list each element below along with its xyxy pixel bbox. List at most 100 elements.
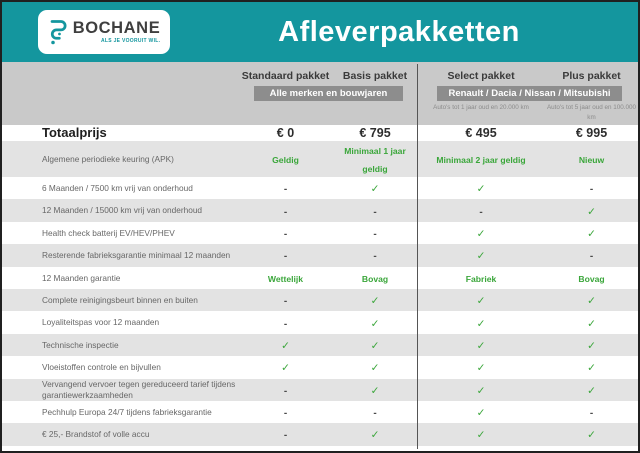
dash-icon: - [283,251,288,263]
row-label: Technische inspectie [2,340,238,351]
feature-cell: ✓ [417,358,545,376]
feature-value-text: Wettelijk [267,273,304,284]
feature-row: Technische inspectie ✓ ✓ ✓ ✓ [2,333,638,357]
dash-icon: - [373,251,377,263]
feature-rows: Algemene periodieke keuring (APK) Geldig M… [2,141,638,446]
check-icon: ✓ [476,183,486,196]
feature-row: € 25,- Brandstof of volle accu - ✓ ✓ ✓ [2,423,638,446]
feature-cell: ✓ [417,179,545,197]
row-label: Vloeistoffen controle en bijvullen [2,362,238,373]
feature-cell: - [238,425,333,443]
header-bar: BOCHANE ALS JE VOORUIT WIL. Afleverpakke… [2,2,638,62]
feature-cell: Geldig [238,150,333,168]
feature-value-text: Fabriek [465,273,497,284]
feature-cell: ✓ [333,381,417,399]
feature-cell: ✓ [333,314,417,332]
check-icon: ✓ [476,339,486,352]
logo-tagline: ALS JE VOORUIT WIL. [100,38,161,44]
check-icon: ✓ [476,362,486,375]
feature-value-text: Minimaal 2 jaar geldig [436,155,526,165]
feature-row: 12 Maanden / 15000 km vrij van onderhoud… [2,199,638,222]
dash-icon: - [283,385,288,397]
feature-cell: ✓ [545,291,638,309]
check-icon: ✓ [281,362,290,375]
feature-cell: ✓ [417,403,545,421]
check-icon: ✓ [587,429,596,442]
check-icon: ✓ [370,362,380,375]
row-label-text: Vervangend vervoer tegen gereduceerd tar… [42,379,236,400]
check-icon: ✓ [476,250,486,263]
feature-cell: Minimaal 1 jaar geldig [333,141,417,177]
feature-cell: ✓ [333,425,417,443]
total-price-row: Totaalprijs € 0 € 795 € 495 € 995 [2,125,638,140]
feature-row: Vloeistoffen controle en bijvullen ✓ ✓ ✓ ✓ [2,356,638,379]
header-body-gap [2,125,638,141]
banner-row: Alle merken en bouwjaren Renault / Dacia… [2,86,638,101]
row-label: 6 Maanden / 7500 km vrij van onderhoud [2,183,238,194]
feature-cell: - [333,202,417,220]
logo-text: BOCHANE ALS JE VOORUIT WIL. [73,20,161,45]
feature-cell: - [238,246,333,264]
dash-icon: - [283,184,288,196]
feature-row: Health check batterij EV/HEV/PHEV - - ✓ ✓ [2,221,638,245]
subnote-select: Auto's tot 1 jaar oud en 20.000 km [433,104,529,111]
row-label-text: € 25,- Brandstof of volle accu [42,429,150,440]
feature-row: 12 Maanden garantie Wettelijk Bovag Fabriek… [2,266,638,289]
feature-row: Pechhulp Europa 24/7 tijdens fabrieksgar… [2,400,638,424]
col-select-pakket: Select pakket [447,70,515,82]
feature-cell: ✓ [333,291,417,309]
page-title: Afleverpakketten [278,15,520,48]
price-plus: € 995 [575,125,608,140]
feature-value-text: Minimaal 1 jaar geldig [344,146,406,174]
check-icon: ✓ [476,384,486,397]
feature-cell: - [333,224,417,242]
feature-cell: - [545,179,638,197]
check-icon: ✓ [370,295,380,308]
row-label: Loyaliteitspas voor 12 maanden [2,317,238,328]
check-icon: ✓ [370,317,380,330]
dash-icon: - [283,318,288,330]
feature-cell: Bovag [333,269,417,287]
check-icon: ✓ [476,429,486,442]
check-icon: ✓ [476,407,486,420]
feature-cell: ✓ [417,425,545,443]
row-label-text: Technische inspectie [42,339,119,350]
check-icon: ✓ [370,429,380,442]
feature-cell: Minimaal 2 jaar geldig [417,150,545,168]
col-standaard-pakket: Standaard pakket [241,70,330,82]
price-standaard: € 0 [276,125,295,140]
check-icon: ✓ [587,227,596,240]
feature-cell: Fabriek [417,269,545,287]
row-label-text: 6 Maanden / 7500 km vrij van onderhoud [42,182,193,193]
check-icon: ✓ [587,205,596,218]
feature-cell: ✓ [545,202,638,220]
feature-cell: ✓ [545,224,638,242]
col-basis-pakket: Basis pakket [342,70,408,82]
row-label: Complete reinigingsbeurt binnen en buite… [2,295,238,306]
dash-icon: - [373,206,377,218]
feature-cell: ✓ [545,336,638,354]
feature-cell: ✓ [417,336,545,354]
feature-value-text: Bovag [578,273,605,284]
dash-icon: - [283,228,288,240]
feature-cell: - [238,291,333,309]
row-label-text: Pechhulp Europa 24/7 tijdens fabrieksgar… [42,406,212,417]
feature-cell: ✓ [238,358,333,376]
feature-row: Resterende fabrieksgarantie minimaal 12 … [2,244,638,267]
row-label: Health check batterij EV/HEV/PHEV [2,228,238,239]
check-icon: ✓ [370,384,380,397]
feature-cell: ✓ [333,358,417,376]
feature-cell: ✓ [545,425,638,443]
feature-cell: - [238,381,333,399]
package-title-row: Standaard pakket Basis pakket Select pak… [2,69,638,84]
feature-cell: ✓ [417,314,545,332]
feature-cell: ✓ [333,336,417,354]
feature-cell: Bovag [545,269,638,287]
price-basis: € 795 [359,125,391,140]
total-price-label: Totaalprijs [42,125,107,140]
feature-row: Loyaliteitspas voor 12 maanden - ✓ ✓ ✓ [2,311,638,334]
feature-cell: ✓ [545,314,638,332]
feature-row: 6 Maanden / 7500 km vrij van onderhoud - ✓… [2,177,638,200]
feature-row: Algemene periodieke keuring (APK) Geldig M… [2,141,638,177]
feature-cell: ✓ [417,291,545,309]
